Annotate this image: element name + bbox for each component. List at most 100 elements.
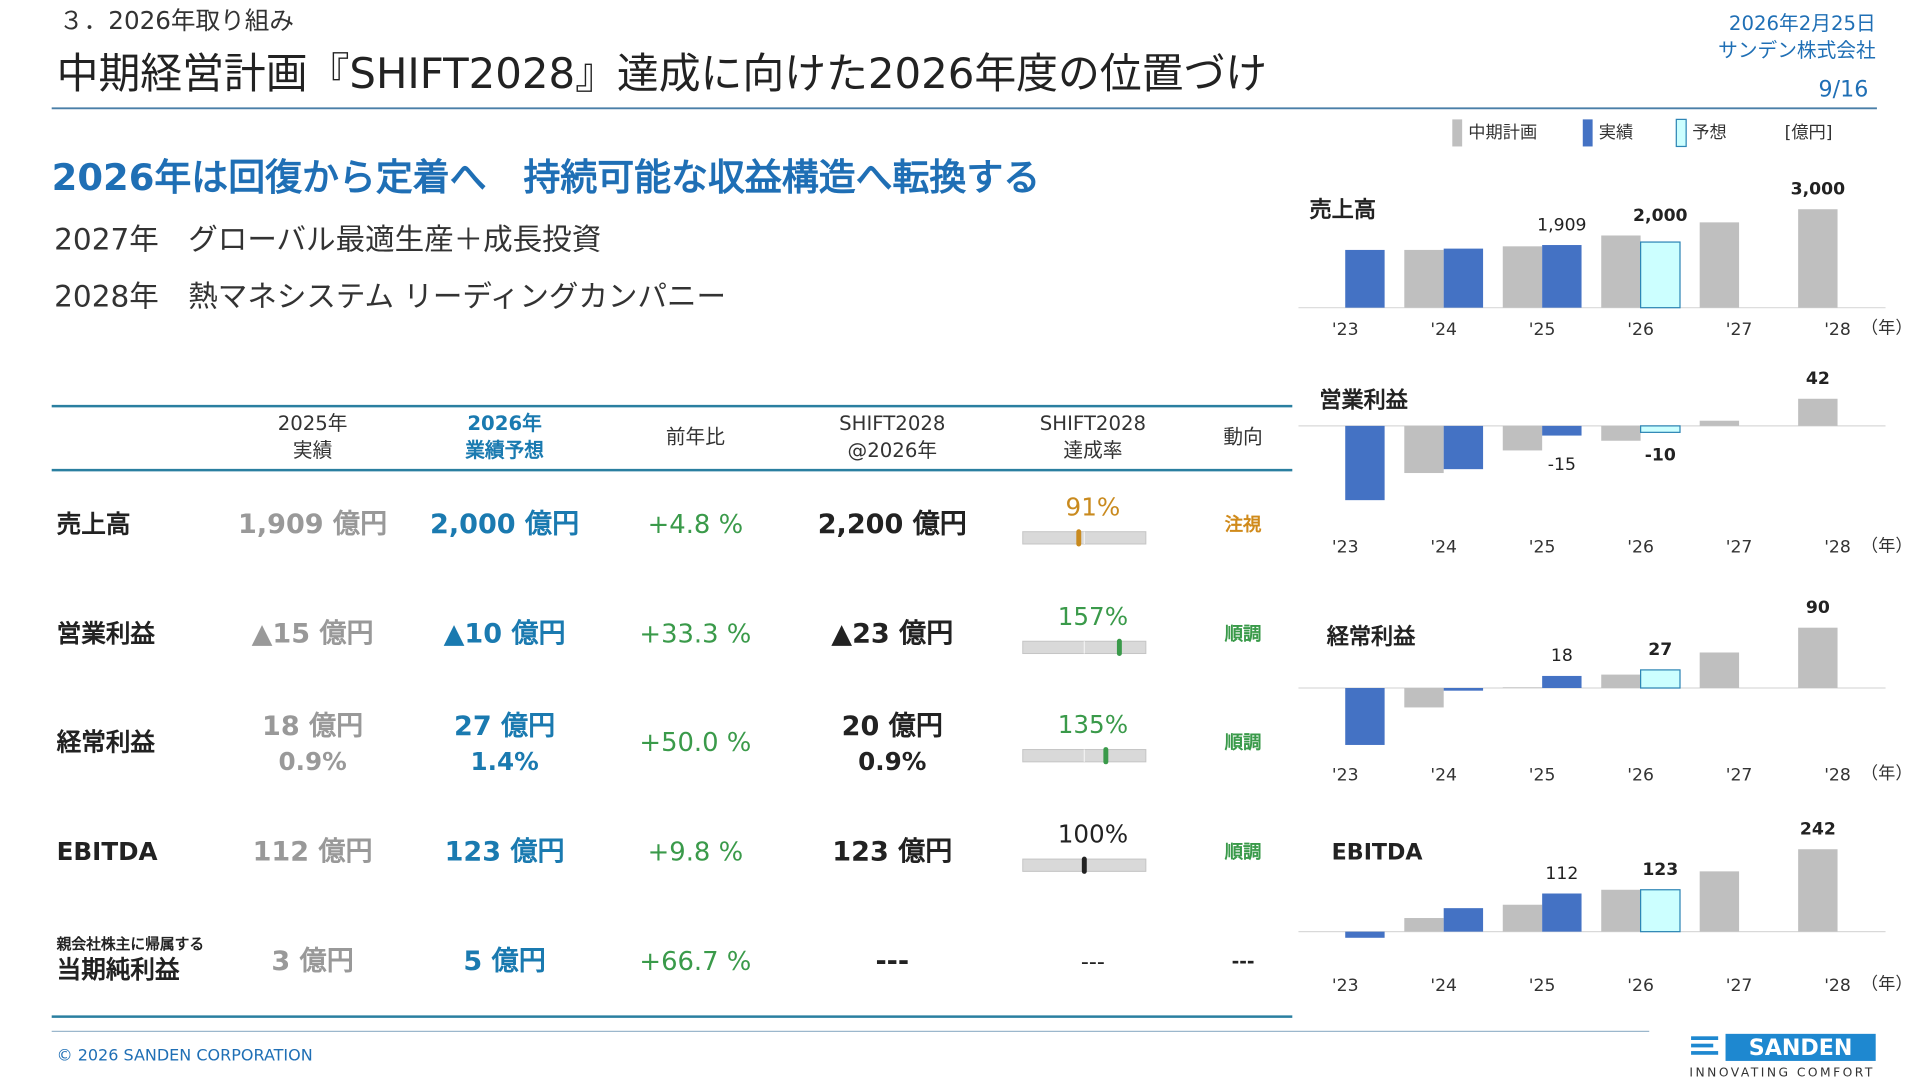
x-tick-label: '27 — [1726, 538, 1753, 558]
bar — [1798, 398, 1838, 426]
cell-forecast: 2,000 億円 — [430, 509, 579, 540]
trend: 注視 — [1225, 514, 1262, 536]
company: サンデン株式会社 — [1718, 39, 1876, 62]
bar — [1404, 249, 1444, 308]
year-unit: （年） — [1861, 764, 1913, 784]
bar — [1798, 627, 1838, 688]
value-label: 2,000 — [1633, 206, 1687, 226]
x-tick-label: '23 — [1332, 538, 1359, 558]
bar — [1640, 889, 1681, 933]
legend-label: 中期計画 — [1468, 123, 1537, 143]
value-label: 18 — [1551, 646, 1573, 666]
date: 2026年2月25日 — [1729, 12, 1876, 35]
bar — [1404, 688, 1444, 708]
x-tick-label: '25 — [1529, 976, 1556, 996]
rate-label: 100% — [1058, 820, 1128, 849]
cell-actual: 1,909 億円 — [238, 509, 387, 540]
cell-yoy: +4.8 % — [648, 510, 743, 540]
bar — [1404, 425, 1444, 474]
bar — [1640, 669, 1681, 689]
value-label: -15 — [1548, 455, 1576, 475]
column-header: 前年比 — [666, 426, 725, 449]
bar — [1443, 248, 1484, 308]
value-label: 242 — [1800, 820, 1836, 840]
cell-forecast: 1.4% — [470, 747, 538, 776]
rate-label: --- — [1081, 949, 1105, 975]
bar — [1404, 918, 1444, 932]
gauge-marker — [1103, 747, 1109, 765]
cell-forecast: 123 億円 — [445, 836, 565, 867]
x-tick-label: '27 — [1726, 320, 1753, 340]
cell-forecast: 27 億円 — [454, 711, 555, 742]
chart-title: 営業利益 — [1319, 388, 1408, 414]
bar — [1502, 687, 1543, 688]
x-tick-label: '24 — [1430, 538, 1457, 558]
bar — [1699, 871, 1740, 932]
year-unit: （年） — [1861, 975, 1913, 995]
x-tick-label: '28 — [1824, 320, 1851, 340]
cell-forecast: 5 億円 — [463, 946, 545, 977]
x-tick-label: '26 — [1627, 320, 1654, 340]
x-tick-label: '28 — [1824, 976, 1851, 996]
trend: 順調 — [1225, 732, 1262, 753]
x-tick-label: '24 — [1430, 320, 1457, 340]
cell-actual: 3 億円 — [271, 946, 353, 977]
trend: 順調 — [1225, 624, 1262, 645]
headline: 2026年は回復から定着へ 持続可能な収益構造へ転換する — [52, 156, 1040, 199]
column-header: 2025年 — [278, 412, 348, 435]
x-tick-label: '26 — [1627, 976, 1654, 996]
year-unit: （年） — [1861, 319, 1913, 339]
cell-plan: 123 億円 — [832, 836, 952, 867]
cell-plan: 2,200 億円 — [818, 509, 967, 540]
bar — [1502, 425, 1543, 451]
page-number: 9/16 — [1819, 76, 1869, 102]
bar — [1502, 246, 1543, 308]
gauge-marker — [1116, 638, 1122, 656]
row-name: 営業利益 — [57, 619, 156, 648]
value-label: 1,909 — [1537, 215, 1586, 235]
legend-swatch — [1582, 119, 1593, 147]
bar — [1443, 425, 1484, 470]
row-name: 売上高 — [57, 510, 131, 539]
gauge-marker — [1076, 529, 1082, 547]
unit-label: [億円] — [1785, 123, 1833, 143]
chart-title: EBITDA — [1332, 839, 1424, 865]
cell-plan: ▲23 億円 — [831, 619, 953, 650]
gauge-marker — [1081, 856, 1087, 874]
bar — [1443, 908, 1484, 932]
trend: --- — [1232, 951, 1255, 972]
value-label: 123 — [1642, 860, 1678, 880]
bar — [1601, 235, 1641, 308]
rate-label: 157% — [1058, 602, 1128, 631]
bar — [1542, 893, 1582, 932]
value-label: 27 — [1648, 640, 1672, 660]
logo: SANDEN INNOVATING COMFORT — [1689, 1033, 1876, 1080]
slide-title: 中期経営計画『SHIFT2028』達成に向けた2026年度の位置づけ — [57, 49, 1268, 98]
bar — [1601, 425, 1641, 441]
bar — [1699, 420, 1740, 426]
x-tick-label: '28 — [1824, 538, 1851, 558]
bar — [1345, 425, 1385, 501]
cell-actual: 18 億円 — [262, 711, 363, 742]
cell-yoy: +66.7 % — [639, 947, 751, 977]
year-unit: （年） — [1861, 536, 1913, 556]
cell-actual: ▲15 億円 — [252, 619, 374, 650]
logo-tagline: INNOVATING COMFORT — [1689, 1066, 1874, 1080]
column-header: 動向 — [1223, 426, 1262, 449]
cell-plan: 20 億円 — [842, 711, 943, 742]
row-note: 親会社株主に帰属する — [56, 935, 205, 953]
rate-label: 135% — [1058, 710, 1128, 739]
roadmap-line: 2027年 グローバル最適生産＋成長投資 — [54, 223, 601, 257]
bar — [1542, 675, 1582, 688]
x-tick-label: '27 — [1726, 765, 1753, 785]
legend-label: 予想 — [1692, 123, 1726, 143]
column-header: 2026年 — [467, 412, 542, 435]
x-tick-label: '25 — [1529, 538, 1556, 558]
cell-yoy: +50.0 % — [639, 728, 751, 758]
roadmap-line: 2028年 熱マネシステム リーディングカンパニー — [54, 279, 726, 313]
x-tick-label: '28 — [1824, 765, 1851, 785]
logo-stripe — [1691, 1036, 1719, 1040]
row-name: EBITDA — [57, 837, 158, 866]
